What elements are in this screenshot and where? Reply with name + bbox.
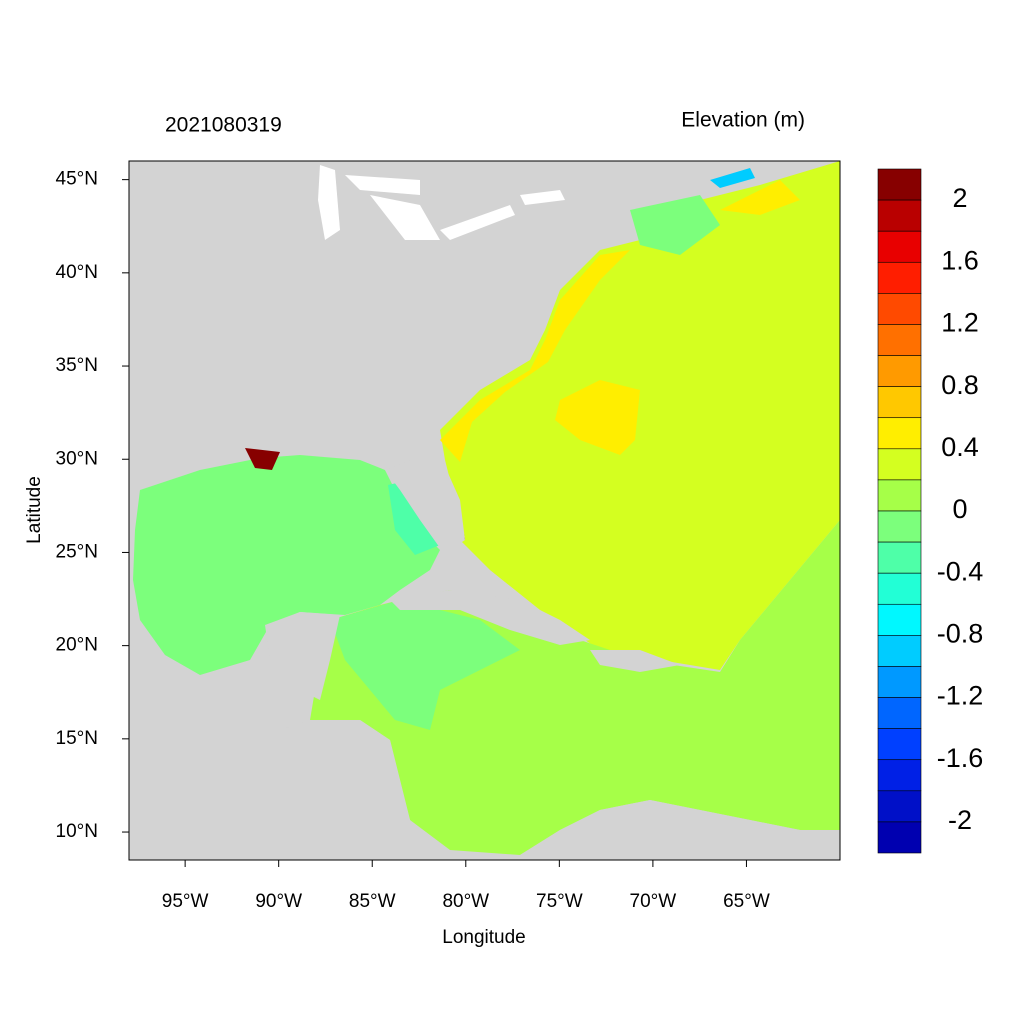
y-tick-label: 40°N — [56, 262, 98, 283]
x-tick-label: 95°W — [162, 891, 209, 912]
colorbar-box — [877, 541, 922, 574]
cuba — [390, 590, 590, 645]
colorbar-box — [877, 790, 922, 823]
colorbar-label: 0 — [952, 494, 967, 524]
colorbar-box — [877, 230, 922, 263]
x-tick-label: 80°W — [442, 891, 489, 912]
x-tick-label: 75°W — [536, 891, 583, 912]
colorbar-label: -1.6 — [937, 743, 984, 773]
lake — [440, 205, 515, 240]
colorbar-label: 0.4 — [941, 432, 979, 462]
florida — [385, 455, 465, 550]
land-overlays — [129, 455, 840, 860]
colorbar-label: -2 — [948, 805, 972, 835]
colorbar-label: -1.2 — [937, 681, 984, 711]
colorbar-box — [877, 168, 922, 201]
colorbar-box — [877, 355, 922, 387]
colorbar-box — [877, 324, 922, 356]
x-axis-label: Longitude — [442, 927, 525, 948]
colorbar-label: 1.6 — [941, 245, 979, 275]
lake — [318, 165, 340, 240]
yucatan — [265, 612, 340, 700]
lake — [520, 190, 565, 205]
south-america — [500, 800, 840, 860]
fundy-low — [710, 168, 755, 188]
colorbar-box — [877, 261, 922, 294]
lake — [370, 195, 440, 240]
colorbar-title: Elevation (m) — [681, 109, 805, 132]
lakes — [318, 165, 565, 240]
y-tick-label: 35°N — [56, 355, 98, 376]
x-tick-label: 90°W — [255, 891, 302, 912]
atlantic-water — [440, 161, 840, 670]
y-tick-label: 20°N — [56, 635, 98, 656]
colorbar-box — [877, 635, 922, 667]
y-tick-label: 25°N — [56, 541, 98, 562]
x-tick-label: 70°W — [630, 891, 677, 912]
lake — [345, 175, 420, 195]
x-tick-label: 85°W — [349, 891, 396, 912]
colorbar-box — [877, 293, 922, 325]
colorbar-box — [877, 666, 922, 698]
colorbar-label: 0.8 — [941, 370, 979, 400]
colorbar-box — [877, 572, 922, 605]
louisiana-surge — [245, 448, 280, 470]
florida-low — [388, 480, 440, 555]
colorbar-box — [877, 821, 922, 854]
colorbar-label: 1.2 — [941, 308, 979, 338]
colorbar-label: 2 — [952, 183, 967, 213]
y-axis-label: Latitude — [24, 476, 45, 544]
colorbar-box — [877, 199, 922, 232]
scotian-high — [720, 180, 800, 215]
hispaniola — [590, 650, 680, 672]
sargasso-high — [555, 380, 640, 455]
colorbar-box — [877, 510, 922, 543]
caribbean-west-water — [330, 600, 520, 730]
colorbar-box — [877, 603, 922, 636]
colorbar-box — [877, 479, 922, 512]
central-america — [129, 720, 440, 860]
y-tick-label: 10°N — [56, 821, 98, 842]
gulf-water — [133, 455, 440, 675]
title: 2021080319 — [165, 114, 282, 137]
colorbar-box — [877, 759, 922, 792]
y-tick-label: 15°N — [56, 728, 98, 749]
y-tick-label: 45°N — [56, 169, 98, 190]
plot-frame — [128, 160, 841, 861]
colorbar-label: -0.4 — [937, 556, 984, 586]
colorbar-box — [877, 728, 922, 761]
coastal-high — [440, 250, 630, 462]
gulf-maine-water — [630, 195, 720, 255]
colorbar-box — [877, 386, 922, 419]
colorbar-box — [877, 697, 922, 729]
colorbar-box — [877, 448, 922, 481]
x-tick-label: 65°W — [723, 891, 770, 912]
colorbar-box — [877, 417, 922, 450]
colorbar-label: -0.8 — [937, 618, 984, 648]
y-tick-label: 30°N — [56, 448, 98, 469]
